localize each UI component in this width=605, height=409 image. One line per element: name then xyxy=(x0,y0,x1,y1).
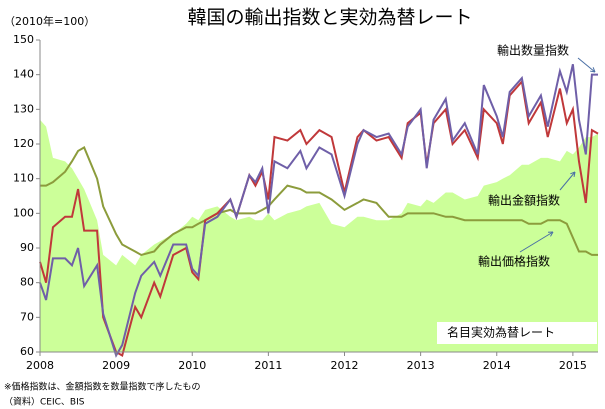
x-tick-label: 2010 xyxy=(178,359,206,372)
note: （資料）CEIC、BIS xyxy=(4,396,85,408)
area xyxy=(40,119,598,352)
x-tick-label: 2012 xyxy=(331,359,359,372)
y-tick-label: 150 xyxy=(13,33,34,46)
subtitle: （2010年=100） xyxy=(4,14,95,28)
y-tick-label: 90 xyxy=(20,241,34,254)
series-label: 輸出金額指数 xyxy=(488,193,560,208)
arrow xyxy=(577,57,596,73)
series-label: 輸出価格指数 xyxy=(478,254,550,269)
line xyxy=(39,79,599,357)
series-label: 輸出数量指数 xyxy=(497,43,569,58)
y-tick-label: 100 xyxy=(13,206,34,219)
y-tick-label: 110 xyxy=(13,172,34,185)
y-tick-label: 120 xyxy=(13,137,34,150)
arrow-head xyxy=(547,231,554,237)
y-tick-label: 80 xyxy=(20,276,34,289)
y-tick-label: 70 xyxy=(20,310,34,323)
x-tick-label: 2011 xyxy=(254,359,282,372)
note: ※価格指数は、金額指数を数量指数で序したもの xyxy=(4,381,201,393)
x-tick-label: 2013 xyxy=(407,359,435,372)
series-label: 名目実効為替レート xyxy=(447,325,555,340)
label-box xyxy=(437,322,597,344)
arrow xyxy=(559,171,576,191)
chart-title: 韓国の輸出指数と実効為替レート xyxy=(187,7,472,29)
y-tick-label: 140 xyxy=(13,68,34,81)
arrow xyxy=(519,231,554,253)
line xyxy=(40,146,598,257)
arrow-head xyxy=(589,67,596,73)
arrow-head xyxy=(570,171,576,178)
x-tick-label: 2014 xyxy=(483,359,511,372)
x-tick-label: 2009 xyxy=(102,359,130,372)
y-tick-label: 130 xyxy=(13,102,34,115)
x-tick-label: 2008 xyxy=(26,359,54,372)
line xyxy=(39,64,598,358)
y-tick-label: 60 xyxy=(20,345,34,358)
x-tick-label: 2015 xyxy=(559,359,587,372)
